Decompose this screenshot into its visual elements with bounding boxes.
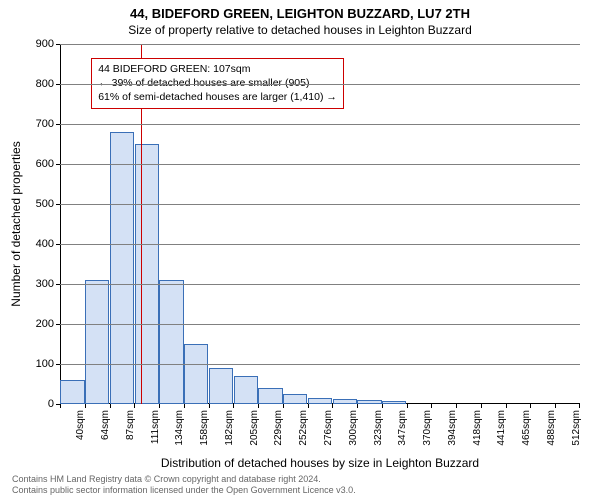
gridline [60, 164, 580, 165]
xtick-mark [506, 404, 507, 408]
xtick-label: 347sqm [397, 410, 408, 446]
xtick-label: 441sqm [496, 410, 507, 446]
ytick-mark [56, 284, 60, 285]
xtick-label: 300sqm [348, 410, 359, 446]
ytick-label: 700 [14, 118, 54, 130]
gridline [60, 284, 580, 285]
xtick-label: 40sqm [75, 410, 86, 440]
xtick-label: 512sqm [571, 410, 582, 446]
xtick-mark [283, 404, 284, 408]
xtick-mark [209, 404, 210, 408]
xtick-mark [233, 404, 234, 408]
xtick-label: 488sqm [546, 410, 557, 446]
xtick-label: 87sqm [125, 410, 136, 440]
footer-line-1: Contains HM Land Registry data © Crown c… [12, 474, 356, 485]
ytick-label: 200 [14, 318, 54, 330]
xtick-mark [555, 404, 556, 408]
chart-container: 44, BIDEFORD GREEN, LEIGHTON BUZZARD, LU… [0, 0, 600, 500]
xtick-mark [357, 404, 358, 408]
xtick-label: 252sqm [298, 410, 309, 446]
xtick-mark [184, 404, 185, 408]
gridline [60, 204, 580, 205]
ytick-mark [56, 324, 60, 325]
xtick-mark [134, 404, 135, 408]
ytick-mark [56, 244, 60, 245]
gridline [60, 324, 580, 325]
xtick-label: 418sqm [472, 410, 483, 446]
chart-title: 44, BIDEFORD GREEN, LEIGHTON BUZZARD, LU… [0, 0, 600, 21]
ytick-label: 500 [14, 198, 54, 210]
histogram-bar [283, 394, 307, 404]
gridline [60, 244, 580, 245]
xtick-mark [110, 404, 111, 408]
chart-area: Number of detached properties 44 BIDEFOR… [60, 44, 580, 404]
xtick-mark [258, 404, 259, 408]
ytick-label: 900 [14, 38, 54, 50]
histogram-bar [135, 144, 159, 404]
xtick-label: 134sqm [174, 410, 185, 446]
ytick-label: 100 [14, 358, 54, 370]
xtick-mark [60, 404, 61, 408]
gridline [60, 124, 580, 125]
histogram-bar [85, 280, 109, 404]
xtick-mark [530, 404, 531, 408]
ytick-mark [56, 204, 60, 205]
xtick-label: 370sqm [422, 410, 433, 446]
chart-subtitle: Size of property relative to detached ho… [0, 21, 600, 37]
xtick-mark [308, 404, 309, 408]
gridline [60, 44, 580, 45]
plot-region: 44 BIDEFORD GREEN: 107sqm← 39% of detach… [60, 44, 580, 404]
xtick-label: 158sqm [199, 410, 210, 446]
histogram-bar [234, 376, 258, 404]
histogram-bar [333, 399, 357, 404]
histogram-bar [209, 368, 233, 404]
xtick-label: 323sqm [373, 410, 384, 446]
xtick-label: 229sqm [273, 410, 284, 446]
histogram-bar [382, 401, 406, 404]
histogram-bar [184, 344, 208, 404]
gridline [60, 84, 580, 85]
footer-line-2: Contains public sector information licen… [12, 485, 356, 496]
histogram-bar [308, 398, 332, 404]
gridline [60, 364, 580, 365]
xtick-mark [382, 404, 383, 408]
x-axis-label: Distribution of detached houses by size … [60, 456, 580, 470]
xtick-mark [85, 404, 86, 408]
ytick-mark [56, 164, 60, 165]
ytick-mark [56, 84, 60, 85]
ytick-label: 600 [14, 158, 54, 170]
xtick-mark [579, 404, 580, 408]
xtick-label: 276sqm [323, 410, 334, 446]
annotation-line: 44 BIDEFORD GREEN: 107sqm [98, 63, 337, 77]
footer-attribution: Contains HM Land Registry data © Crown c… [12, 474, 356, 497]
xtick-label: 394sqm [447, 410, 458, 446]
ytick-label: 0 [14, 398, 54, 410]
xtick-label: 64sqm [100, 410, 111, 440]
xtick-mark [407, 404, 408, 408]
xtick-mark [456, 404, 457, 408]
ytick-label: 300 [14, 278, 54, 290]
ytick-mark [56, 44, 60, 45]
xtick-label: 182sqm [224, 410, 235, 446]
xtick-mark [431, 404, 432, 408]
xtick-label: 205sqm [249, 410, 260, 446]
ytick-label: 800 [14, 78, 54, 90]
ytick-mark [56, 124, 60, 125]
histogram-bar [159, 280, 183, 404]
xtick-label: 111sqm [150, 410, 161, 444]
xtick-mark [159, 404, 160, 408]
xtick-mark [481, 404, 482, 408]
ytick-mark [56, 364, 60, 365]
annotation-line: 61% of semi-detached houses are larger (… [98, 91, 337, 105]
xtick-label: 465sqm [521, 410, 532, 446]
ytick-label: 400 [14, 238, 54, 250]
xtick-mark [332, 404, 333, 408]
histogram-bar [357, 400, 381, 404]
histogram-bar [258, 388, 282, 404]
histogram-bar [60, 380, 84, 404]
